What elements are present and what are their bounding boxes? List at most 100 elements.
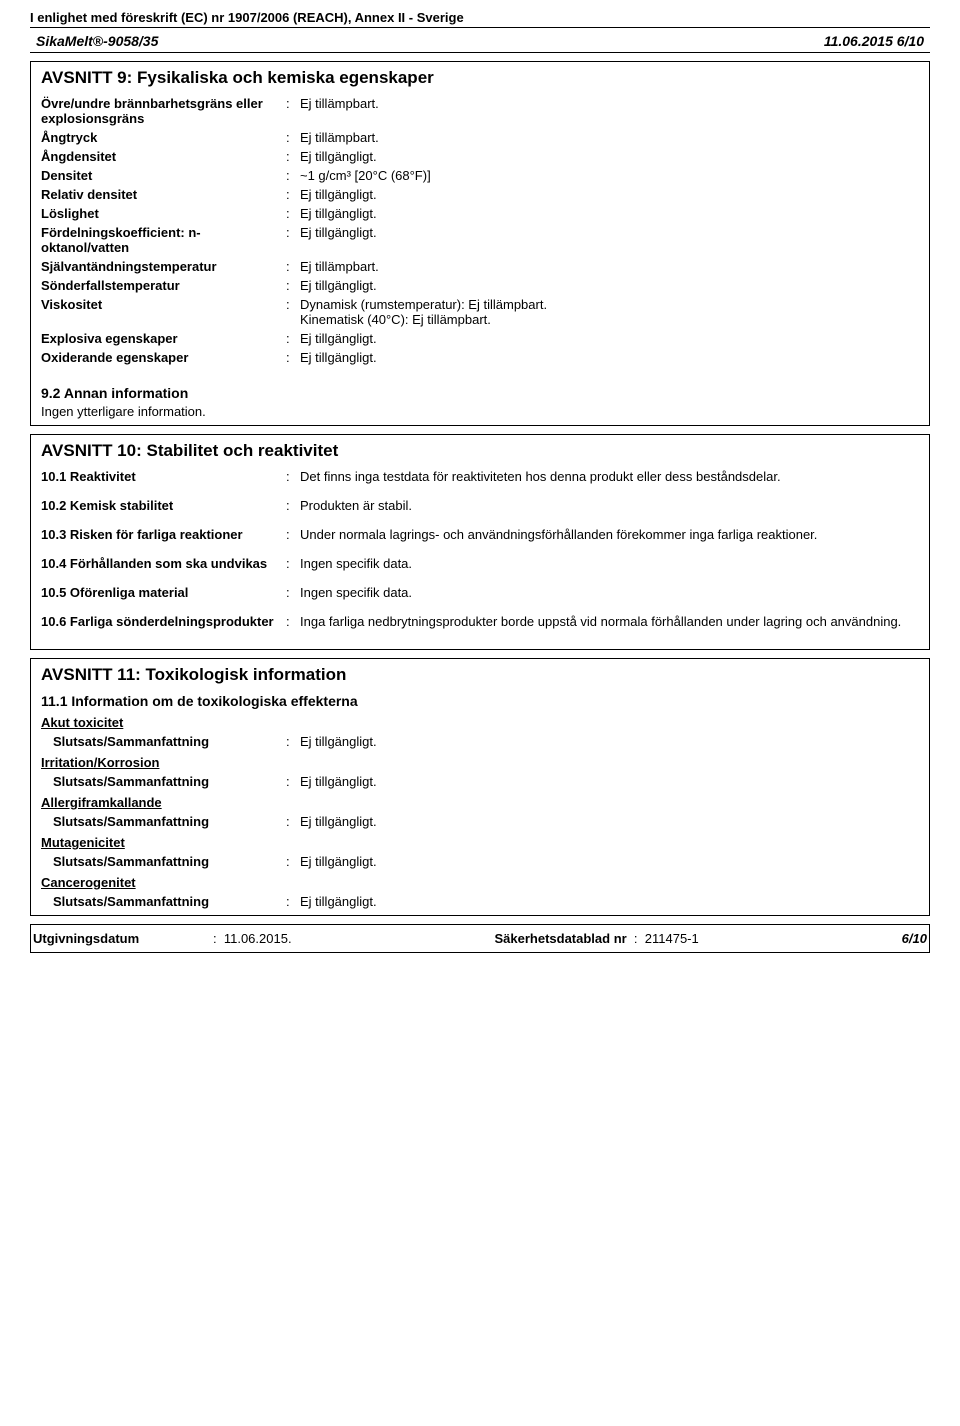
separator: : <box>286 96 300 111</box>
property-key: Explosiva egenskaper <box>41 331 286 346</box>
section-9-2-text: Ingen ytterligare information. <box>41 404 919 419</box>
section10-value: Under normala lagrings- och användningsf… <box>300 527 919 542</box>
separator: : <box>286 894 300 909</box>
separator: : <box>286 331 300 346</box>
footer-sheet-label: Säkerhetsdatablad nr <box>494 931 626 946</box>
section10-row: 10.2 Kemisk stabilitet:Produkten är stab… <box>41 498 919 513</box>
separator: : <box>286 585 300 600</box>
header-bar: SikaMelt®-9058/35 11.06.2015 6/10 <box>30 30 930 53</box>
property-key: Ångdensitet <box>41 149 286 164</box>
separator: : <box>286 527 300 542</box>
tox-value: Ej tillgängligt. <box>300 814 377 829</box>
section-11-title: AVSNITT 11: Toxikologisk information <box>41 665 919 685</box>
section10-key: 10.1 Reaktivitet <box>41 469 286 484</box>
property-row: Ångdensitet:Ej tillgängligt. <box>41 149 919 164</box>
section10-key: 10.3 Risken för farliga reaktioner <box>41 527 286 542</box>
separator: : <box>286 734 300 749</box>
property-value: Ej tillgängligt. <box>300 187 919 202</box>
footer-date-sep: : <box>213 931 224 946</box>
footer-sheet-sep: : <box>627 931 645 946</box>
tox-category: Akut toxicitet <box>41 715 919 730</box>
separator: : <box>286 259 300 274</box>
separator: : <box>286 168 300 183</box>
tox-key: Slutsats/Sammanfattning <box>53 894 286 909</box>
property-key: Viskositet <box>41 297 286 312</box>
separator: : <box>286 187 300 202</box>
property-value: Ej tillgängligt. <box>300 350 919 365</box>
section10-key: 10.2 Kemisk stabilitet <box>41 498 286 513</box>
section10-value: Ingen specifik data. <box>300 556 919 571</box>
property-value: Ej tillgängligt. <box>300 331 919 346</box>
property-row: Relativ densitet:Ej tillgängligt. <box>41 187 919 202</box>
property-key: Övre/undre brännbarhetsgräns eller explo… <box>41 96 286 126</box>
section10-key: 10.4 Förhållanden som ska undvikas <box>41 556 286 571</box>
tox-key: Slutsats/Sammanfattning <box>53 774 286 789</box>
tox-value: Ej tillgängligt. <box>300 894 377 909</box>
section-10: AVSNITT 10: Stabilitet och reaktivitet 1… <box>30 434 930 650</box>
property-value: Ej tillämpbart. <box>300 259 919 274</box>
section-9-2-header: 9.2 Annan information <box>41 385 919 401</box>
property-row: Övre/undre brännbarhetsgräns eller explo… <box>41 96 919 126</box>
property-key: Ångtryck <box>41 130 286 145</box>
property-value: ~1 g/cm³ [20°C (68°F)] <box>300 168 919 183</box>
property-row: Löslighet:Ej tillgängligt. <box>41 206 919 221</box>
tox-category: Cancerogenitet <box>41 875 919 890</box>
separator: : <box>286 350 300 365</box>
separator: : <box>286 206 300 221</box>
property-value: Ej tillgängligt. <box>300 149 919 164</box>
separator: : <box>286 130 300 145</box>
property-row: Fördelningskoefficient: n-oktanol/vatten… <box>41 225 919 255</box>
separator: : <box>286 614 300 629</box>
property-row: Självantändningstemperatur:Ej tillämpbar… <box>41 259 919 274</box>
footer-date-value: 11.06.2015. <box>224 931 292 946</box>
property-row: Oxiderande egenskaper:Ej tillgängligt. <box>41 350 919 365</box>
product-name: SikaMelt®-9058/35 <box>36 33 158 49</box>
section10-row: 10.5 Oförenliga material:Ingen specifik … <box>41 585 919 600</box>
tox-row: Slutsats/Sammanfattning:Ej tillgängligt. <box>41 894 919 909</box>
separator: : <box>286 556 300 571</box>
property-value: Ej tillgängligt. <box>300 278 919 293</box>
property-key: Relativ densitet <box>41 187 286 202</box>
tox-row: Slutsats/Sammanfattning:Ej tillgängligt. <box>41 814 919 829</box>
property-row: Ångtryck:Ej tillämpbart. <box>41 130 919 145</box>
property-value: Dynamisk (rumstemperatur): Ej tillämpbar… <box>300 297 919 327</box>
section10-row: 10.6 Farliga sönderdelningsprodukter:Ing… <box>41 614 919 629</box>
property-key: Självantändningstemperatur <box>41 259 286 274</box>
section10-value: Inga farliga nedbrytningsprodukter borde… <box>300 614 919 629</box>
footer-date: Utgivningsdatum : 11.06.2015. <box>33 931 292 946</box>
footer-sheet-value: 211475-1 <box>645 931 699 946</box>
section10-row: 10.3 Risken för farliga reaktioner:Under… <box>41 527 919 542</box>
section10-value: Produkten är stabil. <box>300 498 919 513</box>
property-key: Densitet <box>41 168 286 183</box>
property-key: Oxiderande egenskaper <box>41 350 286 365</box>
property-row: Explosiva egenskaper:Ej tillgängligt. <box>41 331 919 346</box>
section10-row: 10.4 Förhållanden som ska undvikas:Ingen… <box>41 556 919 571</box>
property-value: Ej tillämpbart. <box>300 130 919 145</box>
tox-key: Slutsats/Sammanfattning <box>53 734 286 749</box>
property-key: Löslighet <box>41 206 286 221</box>
tox-key: Slutsats/Sammanfattning <box>53 814 286 829</box>
section-11-1-header: 11.1 Information om de toxikologiska eff… <box>41 693 919 709</box>
footer: Utgivningsdatum : 11.06.2015. Säkerhetsd… <box>30 924 930 953</box>
property-value: Ej tillämpbart. <box>300 96 919 111</box>
property-value: Ej tillgängligt. <box>300 206 919 221</box>
section10-value: Det finns inga testdata för reaktivitete… <box>300 469 919 484</box>
section10-key: 10.6 Farliga sönderdelningsprodukter <box>41 614 286 629</box>
page-info: 11.06.2015 6/10 <box>824 33 924 49</box>
separator: : <box>286 498 300 513</box>
section-9-title: AVSNITT 9: Fysikaliska och kemiska egens… <box>41 68 919 88</box>
section10-key: 10.5 Oförenliga material <box>41 585 286 600</box>
property-key: Fördelningskoefficient: n-oktanol/vatten <box>41 225 286 255</box>
separator: : <box>286 774 300 789</box>
properties-grid: Övre/undre brännbarhetsgräns eller explo… <box>41 96 919 365</box>
tox-key: Slutsats/Sammanfattning <box>53 854 286 869</box>
footer-sheet: Säkerhetsdatablad nr : 211475-1 <box>494 931 698 946</box>
section-11: AVSNITT 11: Toxikologisk information 11.… <box>30 658 930 916</box>
tox-value: Ej tillgängligt. <box>300 774 377 789</box>
tox-row: Slutsats/Sammanfattning:Ej tillgängligt. <box>41 774 919 789</box>
footer-page: 6/10 <box>902 931 927 946</box>
tox-value: Ej tillgängligt. <box>300 854 377 869</box>
tox-category: Irritation/Korrosion <box>41 755 919 770</box>
section10-value: Ingen specifik data. <box>300 585 919 600</box>
tox-category: Allergiframkallande <box>41 795 919 810</box>
